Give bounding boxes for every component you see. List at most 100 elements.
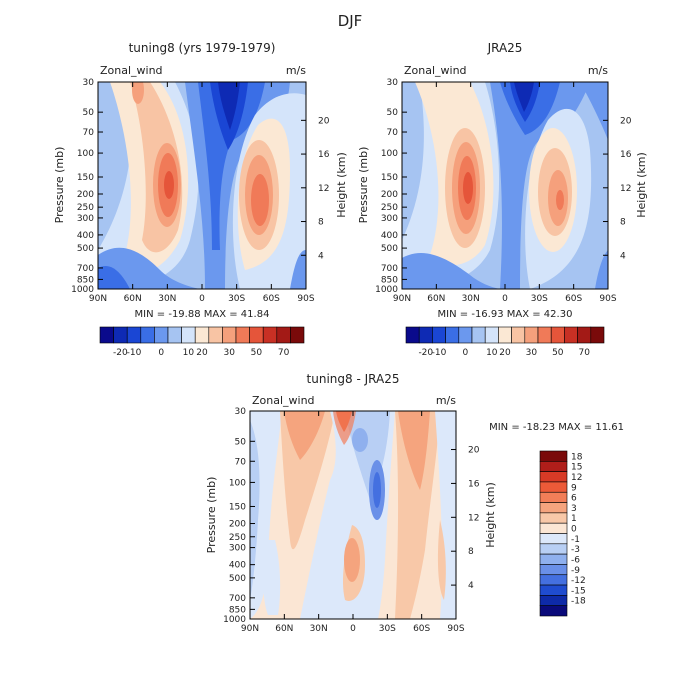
y-tick-label: 100 — [229, 478, 246, 488]
colorbar-label: -6 — [571, 555, 580, 565]
panel-obs-min-max: MIN = -16.93 MAX = 42.30 — [438, 309, 573, 320]
panel-obs-title: JRA25 — [487, 41, 523, 55]
panel-model-ylabel: Pressure (mb) — [53, 147, 66, 224]
panel-obs-contour-region — [556, 190, 564, 210]
x-tick-label: 60N — [124, 294, 142, 304]
panel-diff-contour-region — [250, 420, 260, 600]
panel-diff-contour-region — [437, 520, 446, 600]
colorbar-swatch — [249, 326, 264, 344]
colorbar-label: -9 — [571, 566, 580, 576]
panel-obs-contour-region — [402, 253, 500, 289]
y-tick-label: 100 — [77, 149, 94, 159]
colorbar-label: 70 — [278, 348, 290, 358]
y-tick-label: 70 — [235, 457, 247, 467]
x-tick-label: 90S — [599, 294, 616, 304]
colorbar-swatch — [140, 326, 155, 344]
colorbar-label: 0 — [158, 348, 164, 358]
colorbar-swatch — [126, 326, 142, 344]
colorbar-swatch — [564, 326, 578, 344]
colorbar-swatch — [290, 326, 305, 344]
panel-diff-contour-region — [395, 411, 440, 619]
colorbar-swatch — [539, 461, 568, 472]
colorbar-swatch — [262, 326, 278, 344]
colorbar-model: -20-10 0 10 20 30 50 70 — [99, 326, 305, 358]
panel-diff-contour-region — [344, 538, 360, 582]
panel-model-contour-region — [198, 82, 265, 250]
colorbar-obs: -20-10 0 10 20 30 50 70 — [405, 326, 605, 358]
height-tick-label: 20 — [620, 116, 632, 126]
y-tick-label: 50 — [83, 108, 95, 118]
panel-diff-contour-region — [333, 411, 356, 445]
colorbar-swatch — [577, 326, 592, 344]
height-tick-label: 8 — [620, 218, 626, 228]
panel-obs-contour-region — [595, 250, 608, 289]
panel-model-contour-region — [218, 82, 240, 130]
colorbar-swatch — [539, 574, 568, 586]
y-tick-label: 200 — [229, 520, 246, 530]
panel-diff: tuning8 - JRA25 Zonal_wind m/s MIN = -18 — [205, 372, 624, 634]
colorbar-swatch — [276, 326, 291, 344]
panel-obs-ylabel: Pressure (mb) — [357, 147, 370, 224]
x-tick-label: 60N — [427, 294, 445, 304]
colorbar-swatch — [498, 326, 512, 344]
panel-diff-ylabel-right: Height (km) — [484, 482, 497, 548]
colorbar-label: 20 — [499, 348, 511, 358]
panel-model-contour-region — [98, 266, 130, 289]
colorbar-swatch — [537, 326, 552, 344]
panel-diff-contour-region — [398, 411, 430, 490]
panel-model-min-max: MIN = -19.88 MAX = 41.84 — [135, 309, 270, 320]
x-tick-label: 60S — [263, 294, 280, 304]
colorbar-swatch — [539, 595, 568, 606]
x-tick-label: 0 — [502, 294, 508, 304]
y-tick-label: 1000 — [223, 615, 246, 625]
x-tick-label: 90S — [447, 624, 464, 634]
panel-model-title: tuning8 (yrs 1979-1979) — [129, 41, 276, 55]
height-tick-label: 4 — [468, 581, 474, 591]
y-tick-label: 850 — [229, 605, 246, 615]
y-tick-label: 700 — [381, 264, 398, 274]
panel-obs-contours — [402, 82, 608, 289]
colorbar-swatch — [539, 584, 568, 596]
x-tick-label: 90N — [393, 294, 411, 304]
height-tick-label: 20 — [468, 446, 480, 456]
colorbar-swatch — [539, 605, 568, 617]
y-tick-label: 400 — [77, 231, 94, 241]
colorbar-swatch — [539, 543, 568, 555]
colorbar-label: 70 — [578, 348, 590, 358]
panel-model-contour-region — [132, 82, 144, 104]
x-tick-label: 30N — [158, 294, 176, 304]
colorbar-swatch — [511, 326, 526, 344]
x-tick-label: 0 — [199, 294, 205, 304]
panel-obs-variable-label: Zonal_wind — [404, 64, 467, 77]
colorbar-swatch — [539, 491, 568, 503]
panel-diff-ylabel: Pressure (mb) — [205, 477, 218, 554]
colorbar-swatch — [235, 326, 250, 344]
panel-model-contour-region — [164, 171, 174, 199]
y-tick-label: 500 — [381, 244, 398, 254]
colorbar-label: 50 — [251, 348, 263, 358]
colorbar-swatch — [539, 533, 568, 545]
colorbar-label: 10 — [486, 348, 498, 358]
colorbar-label: -20 — [418, 348, 433, 358]
y-tick-label: 150 — [381, 173, 398, 183]
panel-diff-axes: 90N 60N 30N 0 30S 60S 90S 30 50 70 100 150 200 250300… — [223, 407, 480, 634]
y-tick-label: 150 — [77, 173, 94, 183]
panel-obs-ylabel-right: Height (km) — [635, 152, 648, 218]
colorbar-swatch — [405, 326, 420, 344]
y-tick-label: 1000 — [71, 285, 94, 295]
height-tick-label: 8 — [318, 218, 324, 228]
colorbar-label: 30 — [223, 348, 235, 358]
x-tick-label: 60S — [565, 294, 582, 304]
panel-model-units-label: m/s — [286, 64, 306, 77]
y-tick-label: 400 — [229, 561, 246, 571]
colorbar-label: 10 — [183, 348, 195, 358]
y-tick-label: 70 — [83, 128, 95, 138]
panel-model-contour-region — [251, 174, 269, 226]
colorbar-swatch — [194, 326, 210, 344]
colorbar-label: 0 — [571, 525, 577, 535]
panel-diff-contour-region — [435, 411, 456, 619]
figure-title: DJF — [338, 12, 363, 30]
y-tick-label: 300 — [77, 214, 94, 224]
y-tick-label: 200 — [381, 190, 398, 200]
